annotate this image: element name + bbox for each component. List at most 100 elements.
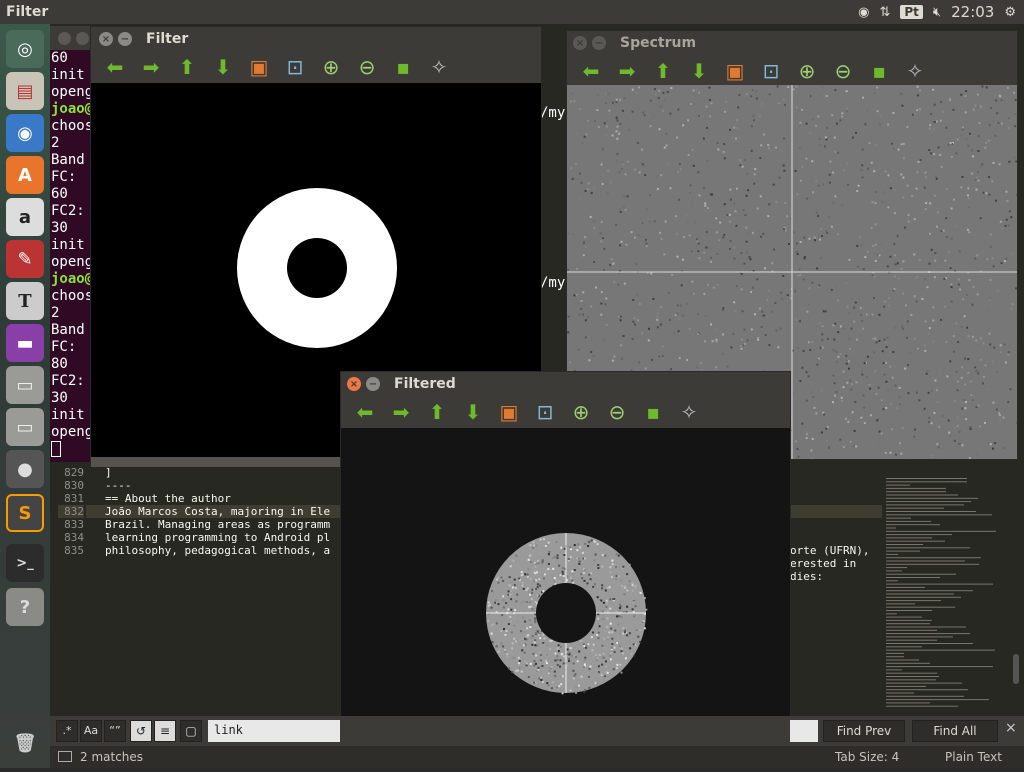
- spectrum-noise: [656, 176, 658, 178]
- software-center-icon[interactable]: A: [6, 156, 44, 194]
- scrollbar-thumb[interactable]: [1013, 654, 1019, 684]
- filtered-noise: [603, 638, 605, 640]
- help-icon[interactable]: ?: [6, 588, 44, 626]
- files-icon[interactable]: ▤: [6, 72, 44, 110]
- chromium-icon[interactable]: ◉: [6, 114, 44, 152]
- transfer-icon[interactable]: ⇅: [879, 5, 890, 20]
- zoom-out-icon[interactable]: ⊖: [349, 53, 385, 81]
- zoom-out-icon[interactable]: ⊖: [599, 398, 635, 426]
- zoom-fit-icon[interactable]: ⊡: [753, 57, 789, 85]
- in-selection-toggle[interactable]: ≡: [154, 720, 176, 742]
- minimize-icon[interactable]: −: [592, 36, 606, 50]
- save-icon[interactable]: ▪: [635, 398, 671, 426]
- trash-icon[interactable]: 🗑︎: [6, 724, 44, 762]
- arrow-down-icon[interactable]: ⬇: [681, 57, 717, 85]
- syntax-mode[interactable]: Plain Text: [945, 750, 1002, 764]
- spectrum-noise: [848, 368, 850, 370]
- filtered-noise: [542, 560, 544, 562]
- arrow-right-icon[interactable]: ➡: [609, 57, 645, 85]
- texmaker-icon[interactable]: T: [6, 282, 44, 320]
- filtered-noise: [611, 576, 613, 578]
- filtered-noise: [552, 568, 554, 570]
- network-icon[interactable]: ◉: [858, 5, 869, 20]
- spectrum-noise: [916, 392, 918, 394]
- find-all-button[interactable]: Find All: [912, 720, 998, 742]
- zoom-in-icon[interactable]: ⊕: [563, 398, 599, 426]
- spectrum-titlebar[interactable]: × − Spectrum: [567, 31, 1017, 55]
- close-icon[interactable]: ×: [99, 32, 113, 46]
- clock[interactable]: 22:03: [951, 3, 994, 21]
- minimize-icon[interactable]: −: [366, 377, 380, 391]
- case-toggle[interactable]: Aa: [80, 720, 102, 742]
- find-prev-button[interactable]: Find Prev: [823, 720, 905, 742]
- save-icon[interactable]: ▪: [385, 53, 421, 81]
- spectrum-noise: [808, 375, 810, 377]
- minimap[interactable]: [882, 478, 1004, 714]
- zoom-in-icon[interactable]: ⊕: [313, 53, 349, 81]
- tab-size[interactable]: Tab Size: 4: [835, 750, 899, 764]
- filtered-noise: [525, 644, 527, 646]
- filtered-noise: [580, 640, 582, 642]
- spectrum-noise: [742, 166, 744, 168]
- arrow-down-icon[interactable]: ⬇: [205, 53, 241, 81]
- whole-word-toggle[interactable]: “”: [104, 720, 126, 742]
- drive-icon[interactable]: ▭: [6, 408, 44, 446]
- image-icon[interactable]: ▣: [491, 398, 527, 426]
- wrap-toggle[interactable]: ↺: [130, 720, 152, 742]
- spectrum-noise: [998, 412, 1000, 414]
- zoom-in-icon[interactable]: ⊕: [789, 57, 825, 85]
- minimize-icon[interactable]: −: [118, 32, 132, 46]
- minimize-icon[interactable]: [76, 32, 89, 45]
- filtered-titlebar[interactable]: × − Filtered: [341, 372, 790, 396]
- ubuntu-icon[interactable]: ◎: [6, 30, 44, 68]
- arrow-left-icon[interactable]: ⬅: [347, 398, 383, 426]
- image-icon[interactable]: ▣: [241, 53, 277, 81]
- highlight-toggle[interactable]: ▢: [180, 720, 202, 742]
- spectrum-noise: [806, 371, 808, 373]
- arrow-up-icon[interactable]: ⬆: [169, 53, 205, 81]
- save-icon[interactable]: ▪: [861, 57, 897, 85]
- arrow-up-icon[interactable]: ⬆: [645, 57, 681, 85]
- arrow-right-icon[interactable]: ➡: [383, 398, 419, 426]
- filtered-noise: [584, 659, 586, 661]
- spectrum-noise: [855, 132, 857, 134]
- spectrum-noise: [807, 95, 809, 97]
- regex-toggle[interactable]: .*: [56, 720, 78, 742]
- terminal-icon[interactable]: >_: [6, 544, 44, 582]
- scrollbar[interactable]: [1010, 478, 1024, 714]
- clear-icon[interactable]: ✧: [421, 53, 457, 81]
- filtered-noise: [518, 662, 520, 664]
- arrow-up-icon[interactable]: ⬆: [419, 398, 455, 426]
- zoom-fit-icon[interactable]: ⊡: [277, 53, 313, 81]
- filtered-window[interactable]: × − Filtered ⬅➡⬆⬇▣⊡⊕⊖▪✧: [340, 371, 791, 768]
- zoom-out-icon[interactable]: ⊖: [825, 57, 861, 85]
- filter-titlebar[interactable]: × − Filter: [91, 27, 541, 51]
- gear-icon[interactable]: ⚙: [1004, 5, 1016, 20]
- close-icon[interactable]: ×: [573, 36, 587, 50]
- volume-muted-icon[interactable]: 🔇︎: [933, 5, 941, 20]
- spectrum-noise: [695, 221, 697, 223]
- arrow-down-icon[interactable]: ⬇: [455, 398, 491, 426]
- app-icon[interactable]: ▬: [6, 324, 44, 362]
- drive-icon[interactable]: ▭: [6, 366, 44, 404]
- close-icon[interactable]: ×: [1005, 720, 1017, 736]
- clear-icon[interactable]: ✧: [671, 398, 707, 426]
- keyboard-layout[interactable]: Pt: [900, 5, 923, 19]
- find-input[interactable]: link: [208, 720, 340, 742]
- replace-input[interactable]: [790, 720, 818, 742]
- panel-toggle-icon[interactable]: [58, 751, 72, 762]
- arrow-left-icon[interactable]: ⬅: [97, 53, 133, 81]
- settings-icon[interactable]: ✎: [6, 240, 44, 278]
- arrow-left-icon[interactable]: ⬅: [573, 57, 609, 85]
- close-icon[interactable]: ×: [347, 377, 361, 391]
- clear-icon[interactable]: ✧: [897, 57, 933, 85]
- sublime-icon[interactable]: S: [6, 494, 44, 532]
- spectrum-noise: [898, 149, 900, 151]
- zoom-fit-icon[interactable]: ⊡: [527, 398, 563, 426]
- amazon-icon[interactable]: a: [6, 198, 44, 236]
- app-icon[interactable]: ●: [6, 450, 44, 488]
- arrow-right-icon[interactable]: ➡: [133, 53, 169, 81]
- close-icon[interactable]: [58, 32, 71, 45]
- image-icon[interactable]: ▣: [717, 57, 753, 85]
